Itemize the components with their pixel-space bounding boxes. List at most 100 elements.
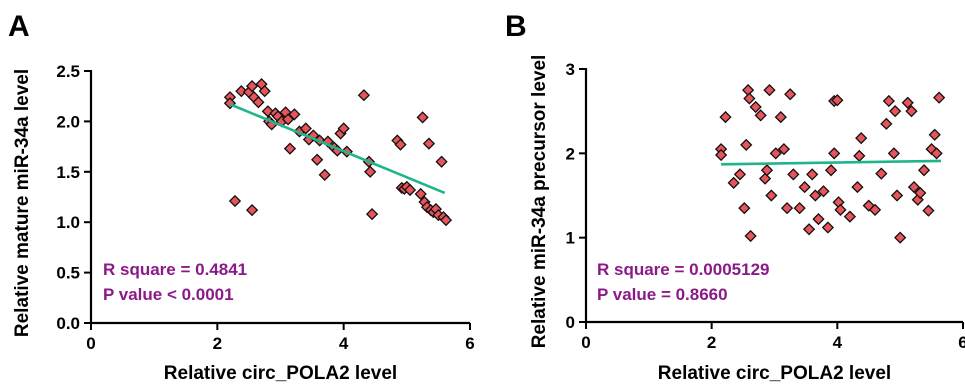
x-tick-label: 0 xyxy=(581,333,590,352)
y-tick-label: 0.0 xyxy=(56,314,80,333)
data-point xyxy=(769,147,782,160)
x-tick-label: 6 xyxy=(465,334,474,353)
data-point xyxy=(749,100,762,114)
x-tick-label: 2 xyxy=(707,333,716,352)
data-point xyxy=(235,85,248,98)
data-point xyxy=(880,117,893,130)
x-tick-label: 0 xyxy=(86,334,95,353)
data-point xyxy=(894,231,907,244)
panel-b: B 0 2 4 6 0 1 2 3 Relative circ_POLA2 level Relati… xyxy=(505,10,965,384)
data-point xyxy=(806,168,819,181)
data-point xyxy=(364,165,377,178)
data-point xyxy=(930,147,943,160)
data-point xyxy=(798,180,811,194)
data-point xyxy=(760,164,774,177)
panel-label: A xyxy=(8,10,30,43)
x-axis-title: Relative circ_POLA2 level xyxy=(164,363,397,384)
data-point xyxy=(299,122,312,135)
y-tick-label: 0.5 xyxy=(56,264,80,283)
data-point xyxy=(245,203,259,217)
data-point xyxy=(357,89,370,102)
x-tick-label: 6 xyxy=(958,333,965,352)
data-point xyxy=(901,96,914,109)
data-point xyxy=(422,137,436,150)
x-axis-title: Relative circ_POLA2 level xyxy=(658,363,891,384)
data-point xyxy=(714,148,728,162)
regression-line xyxy=(721,159,942,166)
data-point xyxy=(817,185,830,198)
data-point xyxy=(439,214,453,227)
data-point xyxy=(281,113,295,126)
data-point xyxy=(855,132,868,145)
data-point xyxy=(809,189,822,202)
data-point xyxy=(875,167,888,180)
data-point xyxy=(853,149,866,162)
data-point xyxy=(907,180,921,194)
y-tick-label: 1.0 xyxy=(56,213,80,232)
data-point xyxy=(802,223,816,236)
data-point xyxy=(824,164,838,177)
data-point xyxy=(828,147,841,160)
data-point xyxy=(758,172,772,185)
data-point xyxy=(252,96,265,109)
data-point xyxy=(868,203,882,216)
data-point xyxy=(311,153,324,166)
data-point xyxy=(337,122,350,135)
data-point xyxy=(416,111,429,124)
data-point xyxy=(787,168,800,181)
y-tick-label: 0 xyxy=(566,313,575,332)
data-point xyxy=(733,168,747,181)
data-point xyxy=(851,180,864,194)
data-point xyxy=(905,105,918,118)
data-point xyxy=(882,94,895,108)
panel-label: B xyxy=(505,10,527,43)
data-point xyxy=(321,135,334,148)
data-point xyxy=(784,88,797,101)
data-point xyxy=(740,138,753,152)
data-point xyxy=(719,110,732,124)
data-point xyxy=(727,176,740,189)
data-point xyxy=(228,194,242,208)
data-point xyxy=(831,94,844,107)
x-tick-label: 2 xyxy=(213,334,222,353)
data-point xyxy=(928,128,941,141)
data-point xyxy=(765,189,778,202)
data-point xyxy=(933,91,946,104)
data-point xyxy=(843,210,857,223)
y-axis-title: Relative miR-34a precursor level xyxy=(529,55,550,349)
data-point xyxy=(774,110,787,124)
data-point xyxy=(890,189,904,202)
data-point xyxy=(414,187,427,201)
r-square-annotation: R square = 0.4841 xyxy=(103,260,247,279)
panel-a: A 0 2 4 6 0.0 0.5 1.0 1.5 2.0 2.5 Relative circ_POL… xyxy=(8,10,475,384)
p-value-annotation: P value < 0.0001 xyxy=(103,285,234,304)
y-tick-label: 2.0 xyxy=(56,112,80,131)
data-point xyxy=(922,204,935,217)
y-tick-label: 2 xyxy=(566,144,575,163)
y-tick-label: 1.5 xyxy=(56,163,80,182)
data-point xyxy=(821,221,835,234)
data-point xyxy=(777,142,791,156)
x-tick-label: 4 xyxy=(339,334,349,353)
data-point xyxy=(283,142,297,155)
data-point xyxy=(914,186,927,200)
data-point xyxy=(887,147,901,160)
y-tick-label: 2.5 xyxy=(56,62,80,81)
data-point xyxy=(743,92,756,105)
data-point xyxy=(763,83,776,97)
r-square-annotation: R square = 0.0005129 xyxy=(597,260,769,279)
data-point xyxy=(435,155,448,168)
data-point xyxy=(754,109,767,122)
data-point xyxy=(917,164,931,177)
data-point xyxy=(288,108,301,121)
data-point xyxy=(365,208,379,221)
data-point xyxy=(245,80,259,93)
data-point xyxy=(318,168,331,181)
x-tick-label: 4 xyxy=(833,333,843,352)
data-point xyxy=(780,202,794,215)
data-point xyxy=(834,203,847,216)
data-point xyxy=(738,202,751,215)
y-axis-title: Relative mature miR-34a level xyxy=(12,69,33,337)
data-point xyxy=(403,183,417,197)
p-value-annotation: P value = 0.8660 xyxy=(597,285,728,304)
